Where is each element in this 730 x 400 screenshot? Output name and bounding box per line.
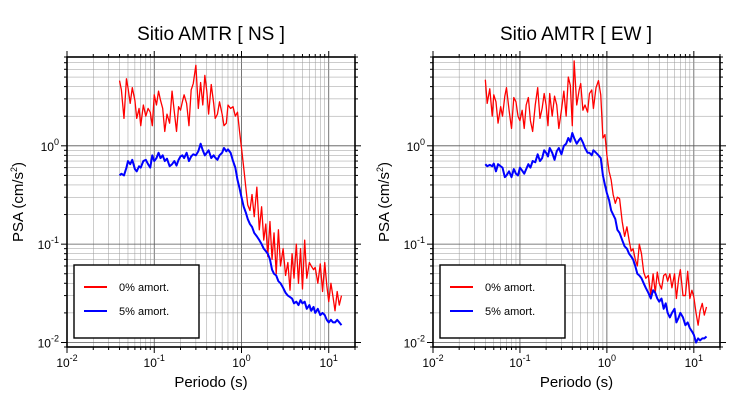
x-axis-label: Periodo (s) bbox=[174, 374, 247, 391]
chart-panel-2: Sitio AMTR [ EW ] 10-2 10-1 100 101 10-2 10-1 1… bbox=[375, 24, 726, 391]
x-axis-label: Periodo (s) bbox=[540, 374, 613, 391]
legend-label: 0% amort. bbox=[119, 282, 169, 294]
x-tick-label: 100 bbox=[598, 353, 616, 370]
x-tick-label: 101 bbox=[685, 353, 703, 370]
series-line-damping-0 bbox=[118, 64, 343, 312]
x-tick-label: 10-2 bbox=[56, 353, 77, 370]
y-tick-label: 10-2 bbox=[404, 334, 425, 351]
x-tick-label: 10-2 bbox=[422, 353, 443, 370]
x-tick-label: 100 bbox=[232, 353, 250, 370]
legend-box bbox=[73, 264, 200, 339]
x-tick-label: 101 bbox=[320, 353, 338, 370]
legend-label: 0% amort. bbox=[485, 282, 535, 294]
chart-title: Sitio AMTR [ NS ] bbox=[137, 24, 285, 45]
y-axis-label: PSA (cm/s2) bbox=[9, 162, 27, 242]
legend-box bbox=[439, 264, 566, 339]
chart-title: Sitio AMTR [ EW ] bbox=[500, 24, 652, 45]
x-tick-label: 10-1 bbox=[509, 353, 530, 370]
y-tick-label: 10-1 bbox=[38, 235, 59, 252]
x-tick-label: 10-1 bbox=[144, 353, 165, 370]
series-line-damping-5 bbox=[484, 132, 708, 344]
y-tick-label: 10-1 bbox=[404, 235, 425, 252]
y-axis-label: PSA (cm/s2) bbox=[375, 162, 393, 242]
y-tick-label: 100 bbox=[41, 137, 59, 154]
y-tick-label: 100 bbox=[407, 137, 425, 154]
legend-label: 5% amort. bbox=[119, 306, 169, 318]
axes-frame bbox=[66, 56, 356, 348]
axes-frame bbox=[432, 56, 721, 348]
tick-marks bbox=[427, 51, 726, 353]
series-line-damping-0 bbox=[484, 60, 708, 326]
chart-panel-1: Sitio AMTR [ NS ] 10-2 10-1 100 101 10-2 10-1 1… bbox=[9, 24, 361, 391]
tick-marks bbox=[61, 51, 361, 353]
legend-label: 5% amort. bbox=[485, 306, 535, 318]
legend: 0% amort. 5% amort. bbox=[439, 264, 566, 339]
legend: 0% amort. 5% amort. bbox=[73, 264, 200, 339]
y-tick-label: 10-2 bbox=[38, 334, 59, 351]
series-line-damping-5 bbox=[118, 142, 343, 326]
